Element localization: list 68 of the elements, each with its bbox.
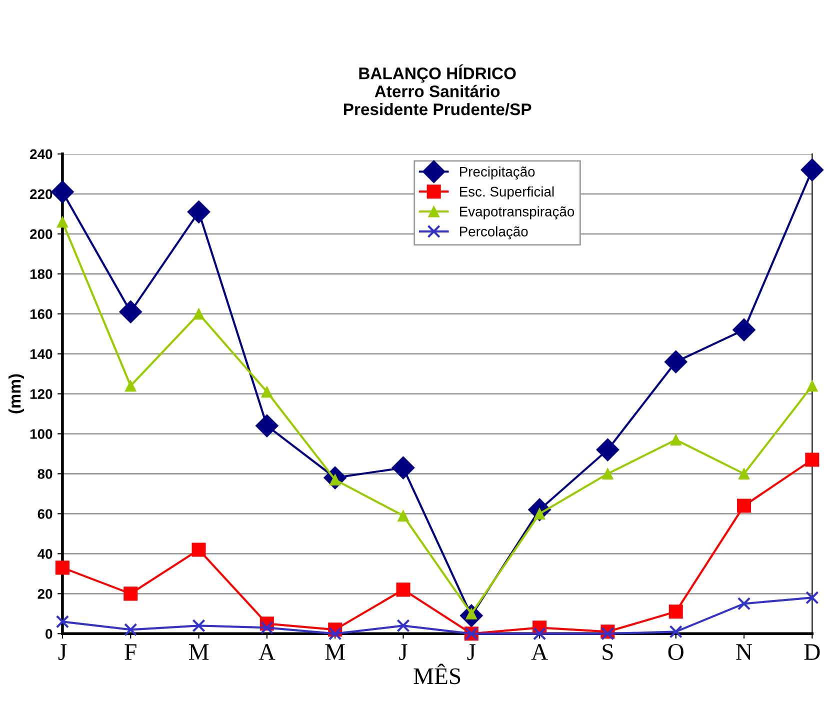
point (532, 627, 546, 640)
chart-title: BALANÇO HÍDRICO Aterro Sanitário Presidente Prudente/SP (344, 64, 532, 116)
point (56, 615, 70, 628)
x-axis-title: MÊS (414, 664, 460, 684)
point (396, 582, 410, 597)
y-axis-title: (mm) (8, 374, 24, 414)
point (124, 586, 138, 601)
x-tick-label: J (58, 644, 67, 660)
y-tick-label: 220 (30, 189, 52, 200)
x-tick-label: F (124, 644, 136, 660)
point (805, 452, 820, 467)
point (328, 627, 342, 640)
point (602, 468, 614, 480)
point (124, 623, 138, 636)
y-tick-label: 240 (30, 149, 52, 160)
y-tick-label: 60 (38, 509, 52, 519)
legend-label: Esc. Superficial (460, 186, 554, 200)
point (396, 619, 410, 632)
x-tick-label: M (325, 644, 345, 660)
x-tick-label: D (804, 644, 820, 660)
point (806, 591, 819, 604)
point (260, 621, 274, 634)
point (669, 625, 682, 638)
point (392, 456, 415, 480)
x-tick-label: N (736, 644, 752, 660)
y-tick-label: 100 (30, 429, 52, 439)
point (732, 318, 756, 342)
point (192, 542, 206, 557)
legend-label: Evapotranspiração (460, 206, 574, 220)
legend-label: Precipitação (460, 166, 535, 180)
point (806, 380, 818, 392)
y-tick-label: 140 (30, 349, 52, 359)
point (187, 200, 210, 224)
point (119, 300, 142, 324)
point (192, 619, 206, 632)
y-tick-label: 40 (38, 549, 52, 559)
y-tick-label: 120 (30, 389, 52, 399)
point (124, 380, 136, 392)
y-tick-label: 160 (30, 309, 52, 320)
x-tick-label: A (531, 644, 548, 660)
point (56, 216, 68, 228)
y-tick-label: 200 (30, 229, 52, 240)
point (737, 597, 751, 610)
y-tick-label: 80 (38, 469, 52, 479)
x-tick-label: J (399, 644, 408, 660)
point (50, 180, 74, 204)
point (664, 350, 688, 374)
legend-label: Percolação (460, 226, 528, 240)
point (738, 468, 750, 480)
point (255, 414, 278, 438)
y-tick-label: 180 (30, 269, 52, 280)
x-tick-label: S (602, 644, 613, 660)
point (55, 560, 70, 575)
x-tick-label: M (188, 644, 209, 660)
point (397, 510, 410, 522)
x-tick-label: J (467, 644, 476, 660)
point (668, 604, 683, 619)
point (261, 386, 273, 398)
point (737, 498, 752, 513)
x-tick-label: A (258, 644, 276, 660)
y-tick-label: 20 (38, 589, 52, 599)
y-tick-label: 0 (46, 628, 52, 639)
point (193, 308, 205, 320)
x-tick-label: O (668, 644, 684, 660)
point (800, 158, 824, 182)
point (601, 627, 614, 640)
point (670, 434, 682, 446)
point (596, 438, 620, 462)
